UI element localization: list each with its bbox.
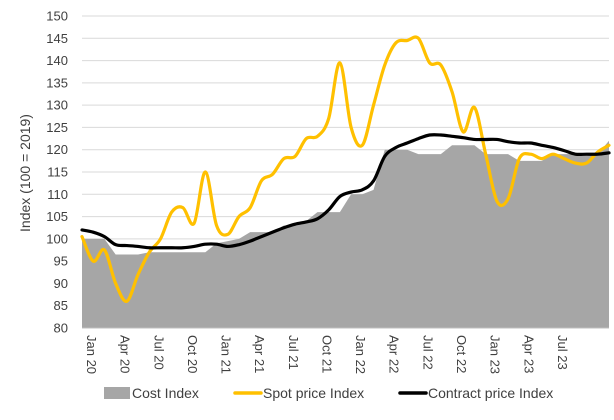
y-tick-label-95: 95 (54, 254, 68, 269)
y-tick-label-85: 85 (54, 298, 68, 313)
x-tick-label-oct-22: Oct 22 (454, 335, 469, 373)
legend-label-contract-price-index: Contract price Index (428, 385, 553, 401)
x-tick-label-apr-20: Apr 20 (118, 335, 133, 373)
y-tick-label-150: 150 (46, 9, 68, 24)
x-tick-label-apr-23: Apr 23 (521, 335, 536, 373)
x-tick-label-jan-22: Jan 22 (353, 335, 368, 374)
series-line-spot-price-index (80, 35, 611, 303)
legend-label-spot-price-index: Spot price Index (263, 385, 364, 401)
area-layer (82, 140, 609, 328)
series-area-cost-index (82, 140, 609, 328)
x-tick-label-jan-23: Jan 23 (488, 335, 503, 374)
y-tick-label-80: 80 (54, 321, 68, 336)
y-axis: 80 85 90 95 100 105 110 115 120 125 130 135 140 145 15… (46, 9, 68, 336)
x-tick-label-jan-20: Jan 20 (84, 335, 99, 374)
legend-item-cost-index: Cost Index (104, 385, 199, 401)
series-line-contract-price-index (80, 133, 611, 250)
y-tick-label-90: 90 (54, 276, 68, 291)
legend-label-cost-index: Cost Index (132, 385, 199, 401)
x-tick-label-jan-21: Jan 21 (219, 335, 234, 374)
y-tick-label-145: 145 (46, 31, 68, 46)
x-tick-label-jul-20: Jul 20 (151, 335, 166, 370)
x-tick-label-jul-21: Jul 21 (286, 335, 301, 370)
y-tick-label-120: 120 (46, 142, 68, 157)
x-tick-label-oct-20: Oct 20 (185, 335, 200, 373)
y-axis-label: Index (100 = 2019) (17, 114, 33, 232)
y-tick-label-135: 135 (46, 75, 68, 90)
legend-swatch-cost-index (104, 387, 130, 399)
x-tick-label-apr-21: Apr 21 (252, 335, 267, 373)
legend: Cost Index Spot price Index Contract price… (104, 385, 553, 401)
x-tick-label-apr-22: Apr 22 (387, 335, 402, 373)
legend-item-spot-price-index: Spot price Index (233, 385, 364, 401)
y-tick-label-140: 140 (46, 53, 68, 68)
x-tick-label-jul-23: Jul 23 (555, 335, 570, 370)
y-tick-label-110: 110 (47, 187, 68, 202)
y-tick-label-115: 115 (47, 165, 68, 180)
y-tick-label-130: 130 (46, 98, 68, 113)
y-tick-label-105: 105 (46, 209, 68, 224)
legend-item-contract-price-index: Contract price Index (398, 385, 553, 401)
line-layer (80, 35, 611, 303)
x-axis: Jan 20 Apr 20 Jul 20 Oct 20 Jan 21 Apr 21 Jul … (82, 327, 609, 374)
x-tick-label-jul-22: Jul 22 (420, 335, 435, 370)
x-tick-label-oct-21: Oct 21 (319, 335, 334, 373)
y-tick-label-100: 100 (46, 231, 68, 246)
y-tick-label-125: 125 (46, 120, 68, 135)
